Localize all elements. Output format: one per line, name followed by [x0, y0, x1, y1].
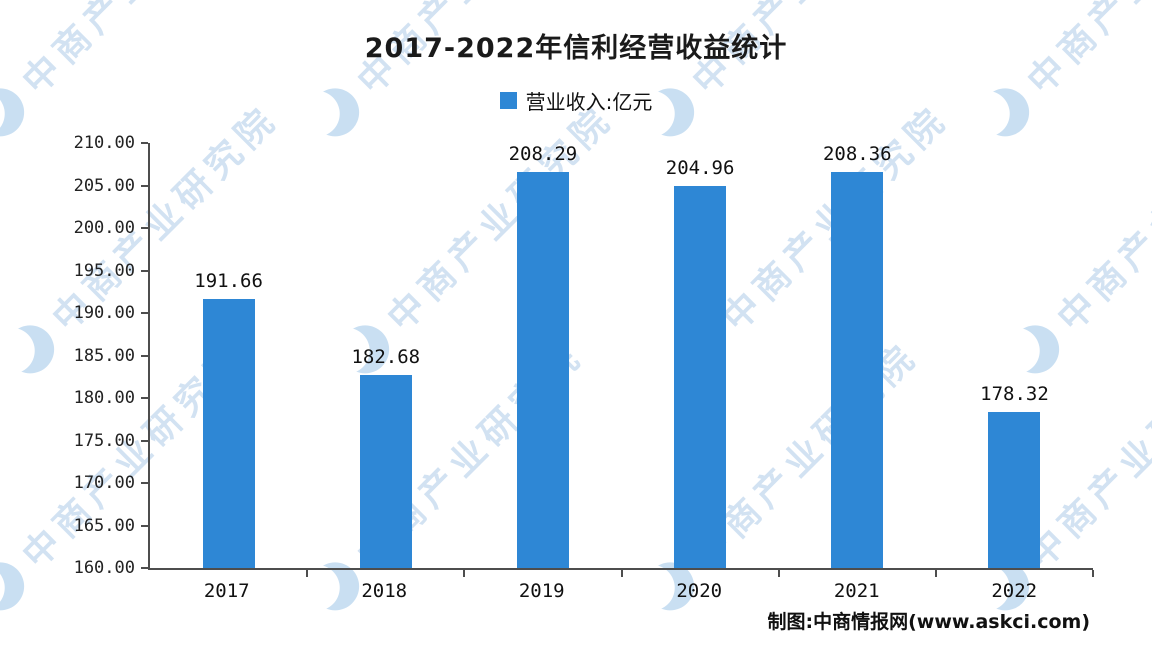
legend: 营业收入:亿元: [0, 86, 1152, 115]
x-axis-tick: [620, 570, 623, 577]
x-axis-tick: [306, 570, 309, 577]
bar[interactable]: [988, 412, 1041, 568]
bar-value-label: 178.32: [980, 383, 1049, 406]
chart-title: 2017-2022年信利经营收益统计: [364, 33, 788, 64]
y-axis-tick: [141, 184, 148, 187]
x-axis-tick: [463, 570, 466, 577]
x-axis-label: 2018: [361, 580, 408, 602]
x-axis-label: 2021: [833, 580, 880, 602]
legend-swatch-icon: [499, 92, 517, 109]
y-axis-tick-label: 195.00: [73, 260, 135, 281]
bar-slot: 204.96: [622, 143, 779, 568]
y-axis-tick-label: 170.00: [73, 473, 135, 493]
y-axis-tick-label: 160.00: [73, 558, 135, 578]
x-axis-labels: 2017 2018 2019 2020 2021 2022: [148, 580, 1093, 602]
x-axis-tick: [934, 570, 937, 577]
y-axis-labels: 210.00 205.00 200.00 195.00 190.00 185.00 180.…: [63, 133, 135, 578]
bar-value-label: 208.29: [508, 143, 578, 165]
bar-slot: 178.32: [936, 143, 1093, 568]
y-axis-tick-label: 175.00: [73, 430, 135, 451]
y-axis-tick-label: 185.00: [73, 345, 135, 366]
x-axis-label: 2019: [518, 580, 565, 602]
y-axis-tick-label: 210.00: [73, 133, 135, 153]
y-axis-tick-label: 205.00: [73, 175, 135, 196]
watermark: 中商产业研究院: [635, 0, 928, 148]
y-axis-tick-label: 165.00: [73, 515, 135, 536]
watermark: 中商产业研究院: [970, 0, 1152, 148]
y-axis-tick: [141, 312, 148, 314]
y-axis-tick-label: 180.00: [73, 388, 135, 408]
bar[interactable]: [202, 298, 255, 568]
y-axis-tick: [141, 524, 148, 527]
y-axis-tick: [141, 269, 148, 272]
footer-credit: 制图:中商情报网(www.askci.com): [767, 611, 1091, 633]
bar-value-label: 208.36: [822, 143, 892, 165]
y-axis-tick: [141, 354, 148, 357]
y-axis-tick: [141, 397, 148, 399]
bar-value-label: 191.66: [194, 269, 263, 292]
x-axis-label: 2022: [991, 580, 1038, 602]
bar-slot: 182.68: [307, 143, 464, 568]
plot-area: 191.66 182.68 208.29 204.96 208.36 178.32: [141, 142, 1094, 577]
bar[interactable]: [516, 172, 569, 568]
x-axis-tick: [1092, 570, 1094, 577]
bar[interactable]: [359, 375, 412, 568]
x-axis-label: 2020: [676, 580, 723, 602]
bar-value-label: 182.68: [351, 346, 421, 369]
bar-value-label: 204.96: [665, 156, 735, 179]
y-axis-tick: [141, 439, 148, 442]
watermark: 中商产业研究院: [0, 0, 258, 148]
bar[interactable]: [674, 185, 727, 568]
chart-area: 210.00 205.00 200.00 195.00 190.00 185.00 180.…: [63, 133, 1094, 602]
y-axis-tick-label: 200.00: [73, 218, 135, 238]
x-axis-label: 2017: [203, 580, 250, 602]
y-axis-tick: [141, 227, 148, 229]
watermark: 中商产业研究院: [300, 0, 593, 148]
bar[interactable]: [831, 172, 884, 568]
x-axis-tick: [777, 570, 780, 577]
legend-label: 营业收入:亿元: [525, 90, 653, 114]
bar-slot: 208.29: [464, 143, 621, 568]
y-axis-tick: [141, 482, 148, 484]
bars: 191.66 182.68 208.29 204.96 208.36 178.32: [150, 143, 1093, 568]
crescent-logo-icon: [0, 552, 35, 621]
y-axis-tick: [141, 142, 148, 144]
bar-slot: 208.36: [779, 143, 936, 568]
bar-slot: 191.66: [150, 143, 307, 568]
y-axis-tick: [141, 567, 148, 569]
y-axis-tick-label: 190.00: [73, 303, 135, 323]
crescent-logo-icon: [0, 315, 65, 384]
